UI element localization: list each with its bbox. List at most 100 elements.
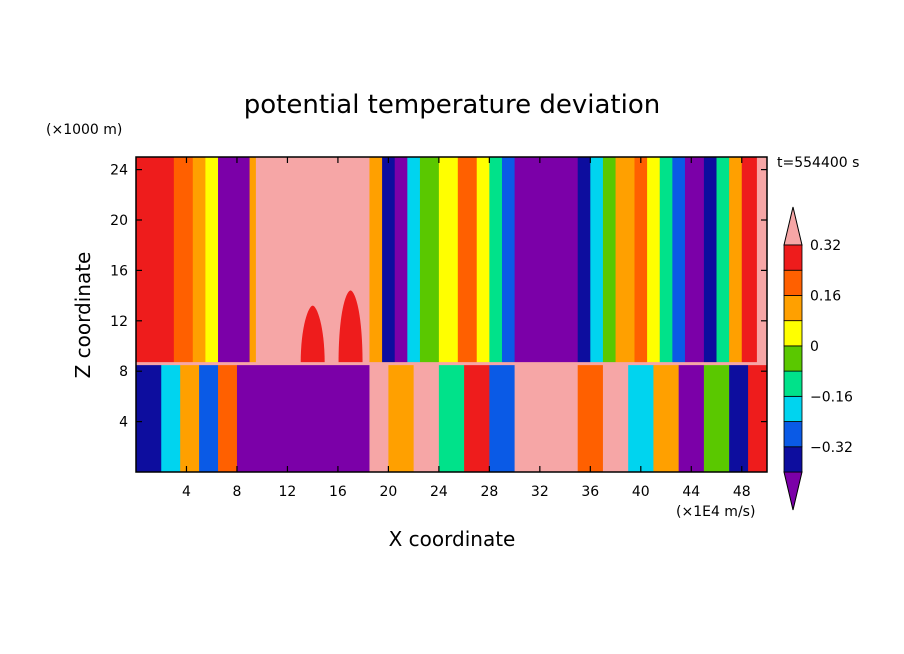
lower-band	[729, 363, 749, 472]
x-tick-label: 16	[329, 484, 347, 500]
upper-band	[577, 157, 591, 364]
lower-band	[199, 363, 219, 472]
upper-band	[218, 157, 251, 364]
lower-band	[464, 363, 490, 472]
upper-band	[729, 157, 743, 364]
y-tick-label: 24	[110, 163, 128, 179]
colorbar-swatch	[783, 345, 803, 372]
lower-band	[236, 363, 370, 472]
x-tick-label: 40	[632, 484, 650, 500]
x-tick-label: 44	[682, 484, 700, 500]
colorbar-swatch	[783, 244, 803, 271]
x-tick-label: 24	[430, 484, 448, 500]
upper-band	[501, 157, 516, 364]
colorbar-labels: 0.32 0.16 0 −0.16 −0.32	[810, 238, 853, 456]
colorbar-swatch	[783, 421, 803, 448]
lower-band	[577, 363, 604, 472]
x-tick-label: 28	[480, 484, 498, 500]
upper-band	[703, 157, 718, 364]
lower-band	[748, 363, 767, 472]
upper-band	[672, 157, 686, 364]
upper-band	[741, 157, 758, 364]
y-tick-label: 12	[110, 314, 128, 330]
colorbar-swatch	[783, 269, 803, 296]
lower-band	[438, 363, 465, 472]
lower-band	[388, 363, 415, 472]
x-tick-label: 32	[531, 484, 549, 500]
y-tick-label: 8	[119, 364, 128, 380]
upper-band	[716, 157, 730, 364]
x-axis: 4 8 12 16 20 24 28 32 36 40 44 48	[182, 157, 751, 500]
colorbar-swatch	[783, 320, 803, 347]
x-axis-label: X coordinate	[389, 527, 516, 551]
upper-band	[136, 157, 175, 364]
lower-band	[678, 363, 705, 472]
colorbar-swatch	[783, 370, 803, 397]
colorbar-tick-label: −0.32	[810, 440, 853, 456]
lower-layer-contours	[136, 363, 767, 472]
y-tick-label: 4	[119, 415, 128, 431]
x-unit-label: (×1E4 m/s)	[676, 504, 755, 520]
chart-title: potential temperature deviation	[244, 90, 660, 120]
colorbar-swatch	[783, 395, 803, 422]
y-unit-label: (×1000 m)	[46, 122, 122, 138]
lower-band	[413, 363, 440, 472]
plot-area	[136, 157, 767, 472]
y-tick-label: 20	[110, 213, 128, 229]
upper-layer-contours	[136, 157, 767, 364]
upper-band	[249, 157, 257, 364]
upper-band	[407, 157, 421, 364]
lower-band	[218, 363, 238, 472]
x-tick-label: 8	[232, 484, 241, 500]
colorbar-swatch	[783, 446, 803, 473]
plume	[300, 305, 325, 364]
colorbar-tick-label: 0.32	[810, 238, 841, 254]
x-tick-label: 48	[733, 484, 751, 500]
colorbar-extend-min	[783, 471, 803, 511]
lower-band	[489, 363, 516, 472]
upper-band	[602, 157, 617, 364]
x-tick-label: 20	[379, 484, 397, 500]
plot-frame	[135, 156, 768, 473]
lower-band	[628, 363, 654, 472]
lower-band	[369, 363, 389, 472]
colorbar-extend-max	[783, 206, 803, 246]
upper-band	[173, 157, 194, 364]
upper-band	[590, 157, 604, 364]
plume-contours	[300, 290, 363, 364]
x-tick-label: 36	[581, 484, 599, 500]
plume	[338, 290, 363, 364]
colorbar-tick-label: 0	[810, 339, 819, 355]
upper-band	[419, 157, 440, 364]
colorbar-tick-label: 0.16	[810, 288, 841, 304]
colorbar-tick-label: −0.16	[810, 389, 853, 405]
lower-band	[514, 363, 579, 472]
upper-band	[514, 157, 579, 364]
lower-band	[653, 363, 680, 472]
y-axis: 4 8 12 16 20 24	[110, 163, 767, 431]
y-axis-label: Z coordinate	[71, 252, 95, 379]
upper-band	[489, 157, 503, 364]
upper-band	[647, 157, 661, 364]
lower-band	[602, 363, 629, 472]
lower-band	[703, 363, 730, 472]
upper-band	[438, 157, 459, 364]
upper-band	[192, 157, 206, 364]
upper-band	[394, 157, 408, 364]
upper-band	[684, 157, 705, 364]
upper-band	[369, 157, 383, 364]
upper-band	[205, 157, 219, 364]
upper-band	[615, 157, 635, 364]
x-tick-label: 4	[182, 484, 191, 500]
lower-band	[161, 363, 181, 472]
y-tick-label: 16	[110, 263, 128, 279]
time-label: t=554400 s	[777, 155, 859, 171]
x-tick-label: 12	[279, 484, 297, 500]
colorbar-swatch	[783, 295, 803, 322]
upper-band	[634, 157, 648, 364]
upper-band	[457, 157, 478, 364]
lower-band	[136, 363, 162, 472]
upper-band	[476, 157, 490, 364]
upper-band	[382, 157, 396, 364]
